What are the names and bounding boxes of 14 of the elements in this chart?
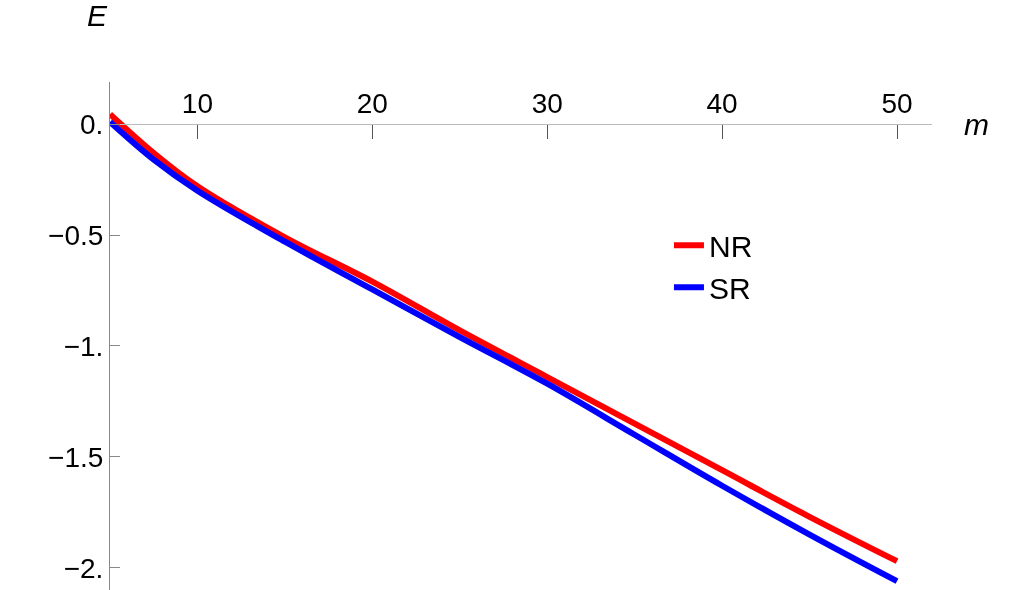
y-tick-label: −2. — [63, 552, 104, 584]
y-tick-label: 0. — [80, 108, 104, 140]
x-tick-label: 50 — [881, 87, 913, 119]
legend-label: SR — [708, 271, 751, 305]
x-tick-label: 30 — [531, 87, 563, 119]
x-tick-label: 10 — [181, 87, 214, 119]
y-tick-label: −1.5 — [48, 441, 104, 473]
x-axis-title: m — [964, 108, 989, 141]
x-tick-label: 20 — [356, 87, 388, 119]
y-tick-label: −0.5 — [48, 219, 104, 251]
y-tick-label: −1. — [63, 330, 104, 362]
legend-label: NR — [708, 229, 753, 263]
x-tick-label: 40 — [706, 87, 738, 119]
y-axis-title: E — [87, 0, 108, 32]
